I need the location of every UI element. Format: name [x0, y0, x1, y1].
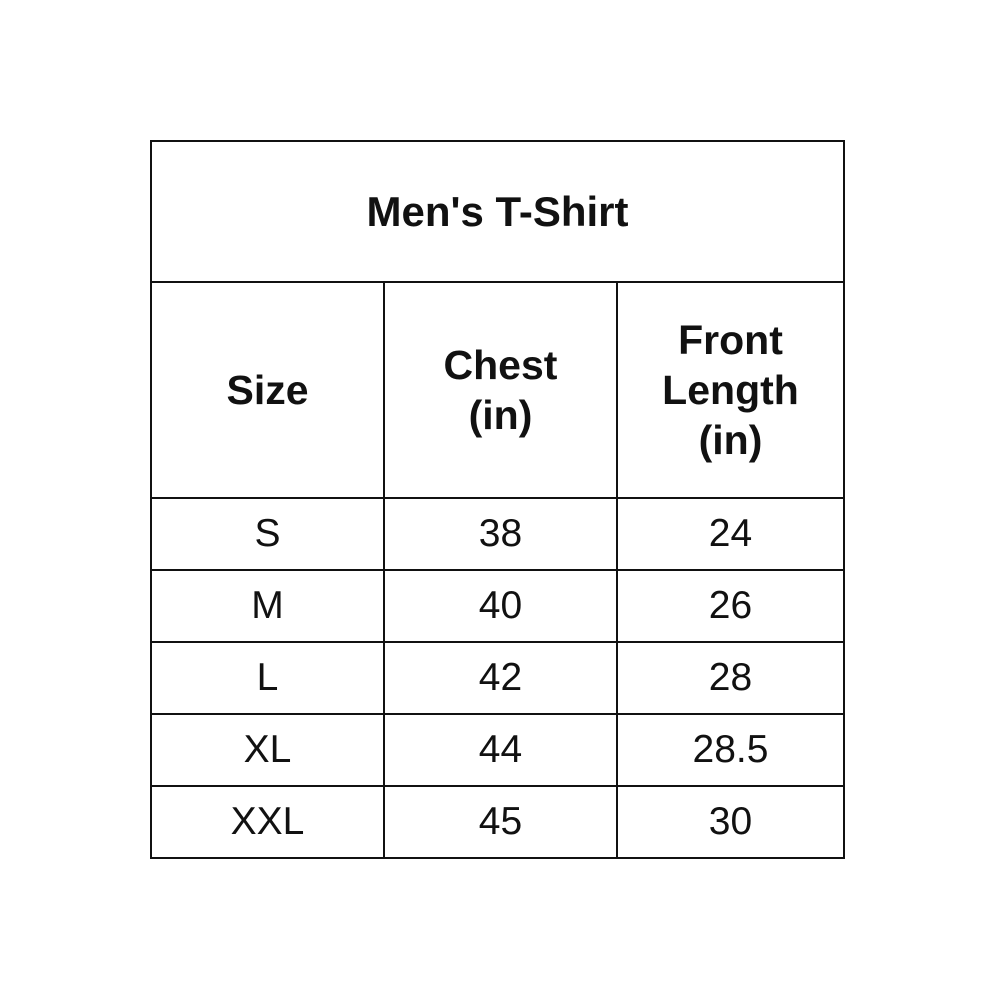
header-chest: Chest (in) — [383, 281, 618, 499]
cell-size: XXL — [150, 785, 385, 859]
table-title: Men's T-Shirt — [150, 140, 845, 283]
cell-size: S — [150, 497, 385, 571]
table-row: XL 44 28.5 — [150, 713, 845, 787]
cell-chest: 45 — [383, 785, 618, 859]
header-front-line3: (in) — [698, 417, 763, 463]
cell-front-length: 28.5 — [616, 713, 845, 787]
cell-chest: 42 — [383, 641, 618, 715]
cell-front-length: 24 — [616, 497, 845, 571]
header-size-label: Size — [226, 367, 309, 413]
table-row: S 38 24 — [150, 497, 845, 571]
cell-chest: 44 — [383, 713, 618, 787]
header-front-line1: Front — [678, 317, 783, 363]
header-front-line2: Length — [662, 367, 799, 413]
table-row: XXL 45 30 — [150, 785, 845, 859]
cell-size: M — [150, 569, 385, 643]
header-row: Size Chest (in) Front Length (in) — [150, 281, 845, 499]
size-chart-table: Men's T-Shirt Size Chest (in) Front Length… — [150, 140, 845, 859]
table-row: L 42 28 — [150, 641, 845, 715]
header-size: Size — [150, 281, 385, 499]
cell-size: L — [150, 641, 385, 715]
header-chest-line1: Chest — [443, 342, 558, 388]
header-chest-line2: (in) — [468, 392, 533, 438]
table-row: M 40 26 — [150, 569, 845, 643]
cell-front-length: 26 — [616, 569, 845, 643]
header-front-length: Front Length (in) — [616, 281, 845, 499]
cell-front-length: 28 — [616, 641, 845, 715]
cell-chest: 40 — [383, 569, 618, 643]
cell-size: XL — [150, 713, 385, 787]
cell-front-length: 30 — [616, 785, 845, 859]
cell-chest: 38 — [383, 497, 618, 571]
